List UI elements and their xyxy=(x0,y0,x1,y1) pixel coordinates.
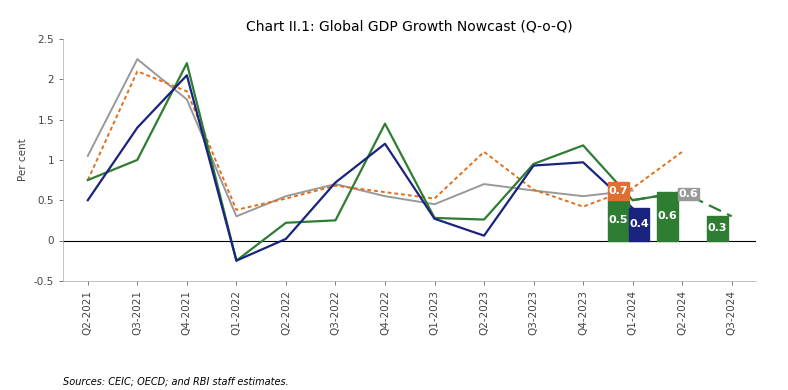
Text: 0.6: 0.6 xyxy=(678,189,698,199)
Text: 0.6: 0.6 xyxy=(658,211,678,221)
Title: Chart II.1: Global GDP Growth Nowcast (Q-o-Q): Chart II.1: Global GDP Growth Nowcast (Q… xyxy=(247,20,573,34)
Bar xyxy=(707,216,728,241)
Bar xyxy=(678,188,699,200)
Text: 0.4: 0.4 xyxy=(629,220,649,229)
Bar xyxy=(657,192,678,241)
Text: 0.7: 0.7 xyxy=(608,186,628,196)
Bar xyxy=(608,183,629,200)
Bar xyxy=(608,200,629,241)
Y-axis label: Per cent: Per cent xyxy=(18,138,28,181)
Text: 0.3: 0.3 xyxy=(708,223,727,233)
Text: 0.5: 0.5 xyxy=(608,215,628,225)
Text: Sources: CEIC; OECD; and RBI staff estimates.: Sources: CEIC; OECD; and RBI staff estim… xyxy=(63,376,288,386)
Bar xyxy=(629,208,649,241)
